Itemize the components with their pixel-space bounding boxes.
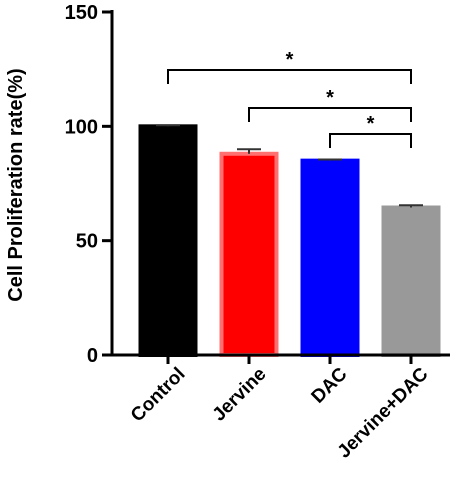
bar xyxy=(138,124,198,358)
y-tick-label: 0 xyxy=(87,345,98,367)
bar xyxy=(381,205,441,357)
y-axis-label: Cell Proliferation rate(%) xyxy=(5,68,27,301)
significance-label: * xyxy=(326,87,334,109)
y-tick-label: 150 xyxy=(65,2,98,24)
significance-bracket xyxy=(248,107,412,122)
significance-bracket xyxy=(329,133,412,148)
x-tick-label: DAC xyxy=(308,363,352,407)
bar xyxy=(219,151,279,357)
significance-label: * xyxy=(286,49,294,71)
bar xyxy=(300,158,360,357)
significance-label: * xyxy=(367,113,375,135)
y-tick-label: 100 xyxy=(65,116,98,138)
y-tick-label: 50 xyxy=(76,231,98,253)
significance-bracket xyxy=(167,69,412,84)
x-tick-label: Jervine xyxy=(209,364,271,426)
x-tick-label: Control xyxy=(127,364,190,427)
